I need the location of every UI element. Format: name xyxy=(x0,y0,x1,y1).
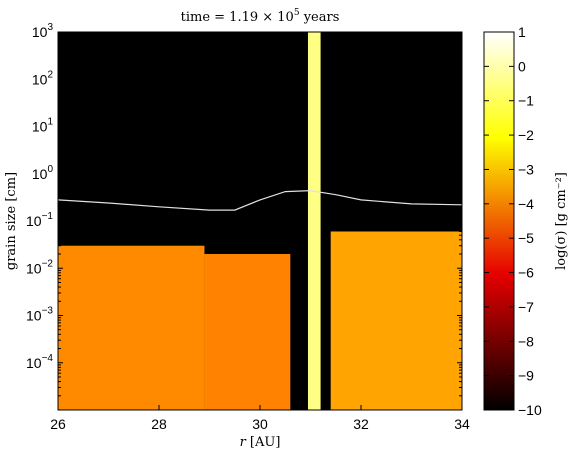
y-tick-label: 10−4 xyxy=(26,353,53,371)
heatmap xyxy=(58,32,462,410)
colorbar-tick-label: −8 xyxy=(518,333,534,349)
x-tick-label: 32 xyxy=(353,416,369,432)
y-tick-label: 10−2 xyxy=(26,258,53,276)
colorbar-tick-label: −5 xyxy=(518,230,534,246)
x-tick-label: 34 xyxy=(454,416,470,432)
colorbar-tick-label: −6 xyxy=(518,265,534,281)
y-tick-label: 101 xyxy=(32,117,54,135)
colorbar-tick-label: −7 xyxy=(518,299,534,315)
heatmap-region-gap-shoulder xyxy=(204,254,291,410)
y-tick-label: 102 xyxy=(32,69,54,87)
y-axis: 103 102 101 100 10−1 10−2 10−3 10−4 xyxy=(26,22,462,397)
y-tick-label: 10−1 xyxy=(26,211,53,229)
colorbar-tick-label: 0 xyxy=(518,58,526,74)
colorbar-tick-label: 1 xyxy=(518,24,526,40)
x-axis: 26 28 30 32 34 xyxy=(50,32,470,432)
heatmap-region-pressure-bump-ring xyxy=(307,32,321,410)
heatmap-region-outer-dust xyxy=(330,231,462,410)
x-tick-label: 26 xyxy=(50,416,66,432)
y-tick-label: 100 xyxy=(32,164,54,182)
colorbar-ticks: 1 0 −1 −2 −3 −4 −5 −6 −7 −8 −9 −10 xyxy=(484,24,542,418)
x-axis-label: r [AU] xyxy=(240,435,281,450)
colorbar-tick-label: −9 xyxy=(518,368,534,384)
x-tick-label: 28 xyxy=(151,416,167,432)
y-tick-label: 10−3 xyxy=(26,306,53,324)
colorbar-tick-label: −3 xyxy=(518,161,534,177)
colorbar xyxy=(483,31,515,411)
colorbar-tick-label: −4 xyxy=(518,196,534,212)
fragmentation-line xyxy=(58,189,462,211)
chart-title: time = 1.19 × 105 years xyxy=(181,8,340,25)
y-tick-label: 103 xyxy=(32,22,54,40)
colorbar-label: log(σ) [g cm⁻²] xyxy=(554,172,569,270)
heatmap-region-inner-dust xyxy=(58,245,205,410)
colorbar-tick-label: −2 xyxy=(518,127,534,143)
colorbar-tick-label: −1 xyxy=(518,93,534,109)
x-tick-label: 30 xyxy=(252,416,268,432)
colorbar-tick-label: −10 xyxy=(518,402,542,418)
heatmap-cells xyxy=(58,32,462,410)
y-axis-label: grain size [cm] xyxy=(4,172,19,270)
